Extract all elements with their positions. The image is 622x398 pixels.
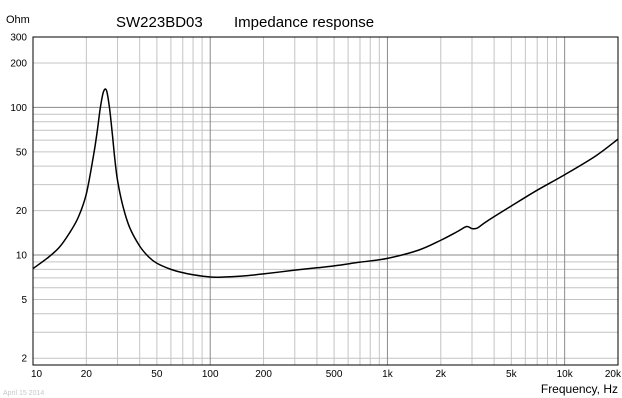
x-tick-label: 10k: [557, 369, 574, 380]
x-axis-label: Frequency, Hz: [541, 382, 618, 396]
x-tick-label: 200: [255, 369, 272, 380]
x-tick-label: 500: [326, 369, 343, 380]
impedance-curve: [32, 88, 619, 278]
y-tick-label: 100: [10, 103, 27, 114]
major-grid: [32, 37, 618, 365]
x-tick-labels: 10 20 50 100 200 500 1k 2k 5k 10k 20k: [31, 369, 622, 380]
plot-frame: [32, 36, 619, 366]
x-tick-label: 1k: [382, 369, 394, 380]
x-tick-label: 2k: [436, 369, 448, 380]
x-tick-label: 20k: [605, 369, 622, 380]
x-tick-label: 5k: [506, 369, 518, 380]
x-tick-label: 100: [202, 369, 219, 380]
y-tick-label: 10: [16, 251, 28, 262]
x-tick-label: 50: [151, 369, 163, 380]
minor-grid: [33, 36, 619, 365]
x-tick-label: 20: [81, 369, 93, 380]
y-tick-label: 20: [16, 206, 28, 217]
y-axis-label: Ohm: [6, 14, 30, 26]
chart-title-text: Impedance response: [234, 14, 374, 31]
y-tick-label: 2: [21, 354, 27, 365]
y-tick-label: 300: [10, 33, 27, 44]
x-tick-label: 10: [31, 369, 43, 380]
y-tick-label: 200: [10, 58, 27, 69]
y-tick-label: 50: [16, 147, 28, 158]
date-stamp: April 15 2014: [3, 390, 44, 397]
chart-title-model: SW223BD03: [116, 14, 203, 31]
y-tick-label: 5: [21, 295, 27, 306]
y-tick-labels: 2 5 10 20 50 100 200 300: [10, 33, 27, 365]
